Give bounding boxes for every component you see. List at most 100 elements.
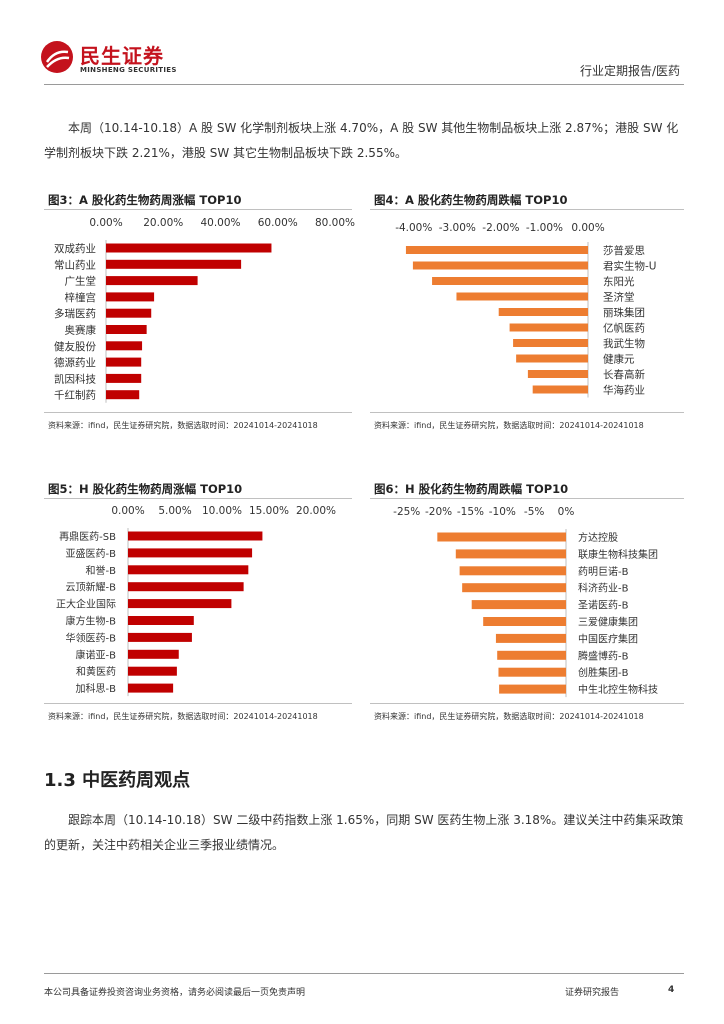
category-label: 健友股份 [54,340,96,353]
category-label: 千红制药 [54,389,96,402]
bar [106,325,147,334]
bar [527,370,588,378]
category-label: 双成药业 [54,243,96,255]
tick-label: 0% [558,506,575,518]
tick-label: -5% [524,506,544,518]
figure-4-bottom-rule [370,412,684,413]
category-label: 奥赛康 [65,324,97,337]
figure-4-title-rule [370,209,684,210]
bar [106,341,143,351]
footer-divider [44,973,684,974]
category-label: 华领医药-B [66,631,117,644]
figure-6-title: 图6：H 股化药生物药周跌幅 TOP10 [374,482,569,496]
section-heading: 1.3 中医药周观点 [44,770,191,791]
figure-5-source: 资料来源：ifind，民生证券研究院，数据选取时间：20241014-20241… [48,712,318,721]
category-label: 我武生物 [603,337,645,350]
category-label: 莎普爱思 [603,244,645,257]
bar [128,599,232,609]
tick-label: -3.00% [439,222,476,234]
category-label: 三爱健康集团 [578,616,638,629]
bar [128,565,249,575]
page-number: 4 [668,985,675,995]
bar [455,549,566,559]
category-label: 圣济堂 [603,291,635,304]
logo-text-en: MINSHENG SECURITIES [80,66,177,74]
bar [128,531,263,541]
category-label: 中生北控生物科技 [578,683,658,696]
tick-label: 0.00% [111,505,144,517]
category-label: 中国医疗集团 [578,632,638,645]
category-label: 创胜集团-B [578,666,629,679]
category-label: 常山药业 [54,258,96,271]
bar [106,259,242,269]
tick-label: 60.00% [258,217,298,229]
category-label: 腾盛博药-B [578,649,629,662]
category-label: 科济药业-B [578,582,629,595]
tick-label: 5.00% [158,505,191,517]
figure-3-title: 图3：A 股化药生物药周涨幅 TOP10 [48,193,242,207]
category-label: 多瑞医药 [54,307,96,320]
bar [499,684,566,694]
bar [509,323,588,332]
bar [432,277,588,285]
tick-label: -25% [393,506,420,518]
bar [106,292,155,302]
category-label: 康方生物-B [66,615,117,628]
bar [532,385,588,394]
figure-3-bottom-rule [44,412,352,413]
figure-5-bottom-rule [44,703,352,704]
figure-4-source: 资料来源：ifind，民生证券研究院，数据选取时间：20241014-20241… [374,421,644,430]
category-label: 和黄医药 [76,665,116,678]
report-type-label: 行业定期报告/医药 [579,64,680,78]
tick-label: 10.00% [202,505,242,517]
tick-label: -4.00% [395,222,432,234]
footer-report-label: 证券研究报告 [565,988,620,998]
intro-paragraph: 本周（10.14-10.18）A 股 SW 化学制剂板块上涨 4.70%，A 股… [44,121,679,160]
logo-emblem-icon [41,41,73,73]
bar [106,276,198,286]
figure-6-source: 资料来源：ifind，民生证券研究院，数据选取时间：20241014-20241… [374,712,644,721]
bar [412,261,588,270]
bar [516,354,588,363]
logo-text-cn: 民生证券 [80,44,164,68]
category-label: 云顶新耀-B [66,581,117,594]
tick-label: 0.00% [571,222,604,234]
tick-label: 20.00% [296,505,336,517]
category-label: 长春高新 [603,368,645,381]
category-label: 华海药业 [603,384,645,397]
bar [106,390,140,400]
bar [471,600,566,610]
tick-label: -2.00% [482,222,519,234]
figure-6-title-rule [370,498,684,499]
category-label: 药明巨诺-B [578,566,629,578]
tick-label: -20% [425,506,452,518]
bar [456,292,588,301]
tick-label: 0.00% [89,217,122,229]
category-label: 东阳光 [603,275,635,288]
tick-label: -15% [457,506,484,518]
bar [405,246,588,254]
bar [498,308,588,316]
bar [498,667,566,677]
category-label: 亚盛医药-B [66,547,117,560]
bar [106,357,142,367]
tick-label: 15.00% [249,505,289,517]
tick-label: 20.00% [143,217,183,229]
bar [106,373,142,383]
tick-label: -1.00% [526,222,563,234]
figure-4-title: 图4：A 股化药生物药周跌幅 TOP10 [374,193,568,207]
category-label: 梓橦宫 [65,291,97,304]
category-label: 再鼎医药-SB [59,531,116,543]
bar [128,666,177,676]
bar [106,243,272,253]
figure-3-title-rule [44,209,352,210]
company-logo: 民生证券 MINSHENG SECURITIES [40,40,180,80]
tick-label: 40.00% [200,217,240,229]
tick-label: 80.00% [315,217,355,229]
category-label: 和誉-B [86,564,117,577]
category-label: 君实生物-U [603,260,656,273]
figure-5-title: 图5：H 股化药生物药周涨幅 TOP10 [48,482,243,496]
bar [128,548,253,558]
